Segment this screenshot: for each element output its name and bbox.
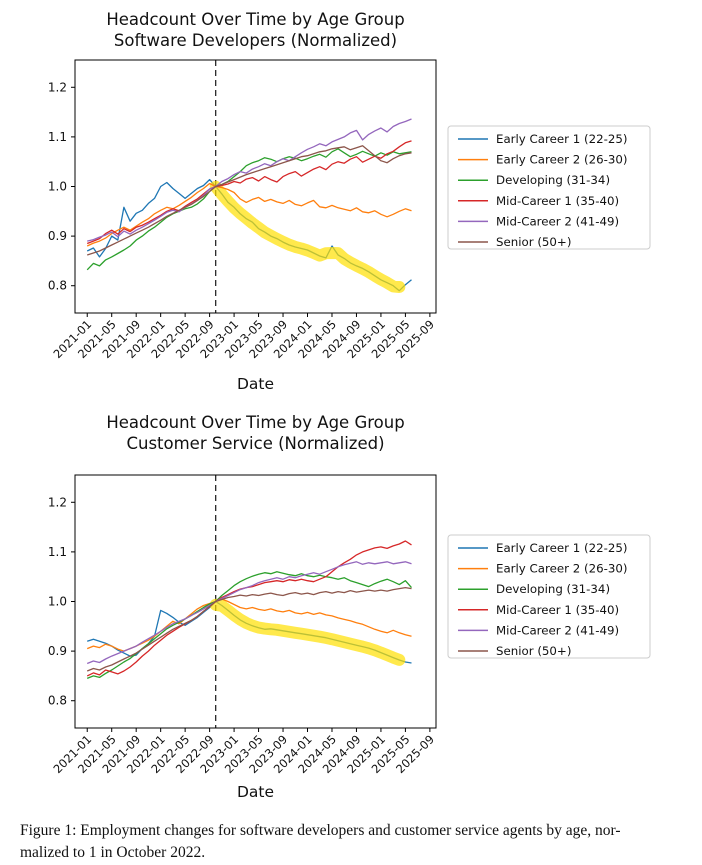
y-tick-label: 0.9 <box>48 644 67 658</box>
y-tick-label: 0.8 <box>48 279 67 293</box>
x-axis-label: Date <box>237 783 274 801</box>
legend-label: Developing (31-34) <box>496 173 610 187</box>
legend-label: Mid-Career 1 (35-40) <box>496 603 619 617</box>
legend-label: Senior (50+) <box>496 235 571 249</box>
series-line <box>86 140 412 245</box>
series-line <box>87 145 412 256</box>
series-line <box>87 118 412 242</box>
legend-label: Mid-Career 2 (41-49) <box>496 623 619 637</box>
highlight-band <box>209 180 406 293</box>
y-tick-label: 1.0 <box>48 180 67 194</box>
chart-title-line1: Headcount Over Time by Age Group <box>106 10 404 29</box>
legend-label: Early Career 1 (22-25) <box>496 541 627 555</box>
chart-title-line2: Software Developers (Normalized) <box>114 31 397 50</box>
series-line <box>86 586 412 672</box>
series-line <box>86 182 412 247</box>
legend-box <box>447 125 651 250</box>
figure-caption: Figure 1: Employment changes for softwar… <box>20 820 684 864</box>
software-developers-chart: Headcount Over Time by Age Group Software… <box>48 10 651 393</box>
chart-title-line2: Customer Service (Normalized) <box>126 434 384 453</box>
chart-title-line1: Headcount Over Time by Age Group <box>106 413 404 432</box>
y-tick-label: 1.2 <box>48 80 67 94</box>
y-tick-label: 1.2 <box>48 495 67 509</box>
legend-label: Developing (31-34) <box>496 582 610 596</box>
legend-label: Senior (50+) <box>496 644 571 658</box>
figure-caption-line2: malized to 1 in October 2022. <box>20 844 206 861</box>
plot-frame <box>74 474 437 729</box>
customer-service-chart: Headcount Over Time by Age Group Customer… <box>48 413 651 801</box>
series-line <box>86 598 412 652</box>
series-line <box>86 561 412 665</box>
figure-caption-line1: Figure 1: Employment changes for softwar… <box>20 822 621 839</box>
legend-label: Early Career 1 (22-25) <box>496 132 627 146</box>
legend-box <box>447 534 651 659</box>
y-tick-label: 0.8 <box>48 694 67 708</box>
series-line <box>86 148 412 271</box>
y-tick-label: 1.0 <box>48 595 67 609</box>
y-tick-label: 0.9 <box>48 229 67 243</box>
y-tick-label: 1.1 <box>48 545 67 559</box>
legend-label: Mid-Career 2 (41-49) <box>496 214 619 228</box>
x-axis-label: Date <box>237 375 274 393</box>
y-tick-label: 1.1 <box>48 130 67 144</box>
highlight-band <box>209 598 406 666</box>
legend-label: Mid-Career 1 (35-40) <box>496 194 619 208</box>
legend-label: Early Career 2 (26-30) <box>496 562 627 576</box>
legend-label: Early Career 2 (26-30) <box>496 153 627 167</box>
